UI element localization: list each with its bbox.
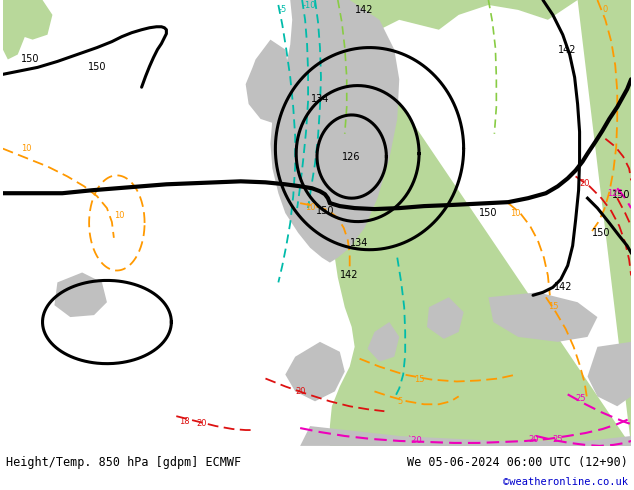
Polygon shape — [55, 272, 107, 317]
Text: 20: 20 — [295, 388, 306, 396]
Text: 25: 25 — [553, 435, 564, 444]
Text: 20: 20 — [579, 179, 590, 188]
Text: 0: 0 — [602, 5, 607, 14]
Text: 10: 10 — [114, 211, 124, 220]
Text: `20: `20 — [407, 436, 422, 445]
Text: -10: -10 — [302, 1, 316, 10]
Text: 126: 126 — [342, 151, 361, 162]
Text: 150: 150 — [592, 228, 611, 238]
Text: 150: 150 — [612, 190, 631, 200]
Text: 134: 134 — [311, 94, 329, 104]
Text: 134: 134 — [351, 238, 369, 248]
Polygon shape — [300, 426, 631, 446]
Text: ©weatheronline.co.uk: ©weatheronline.co.uk — [503, 477, 628, 487]
Polygon shape — [588, 342, 631, 406]
Text: 142: 142 — [355, 5, 374, 15]
Text: 15: 15 — [548, 302, 559, 311]
Text: 150: 150 — [22, 54, 40, 65]
Polygon shape — [330, 0, 631, 446]
Text: Height/Temp. 850 hPa [gdpm] ECMWF: Height/Temp. 850 hPa [gdpm] ECMWF — [6, 456, 242, 469]
Text: 142: 142 — [340, 270, 359, 280]
Text: 150: 150 — [479, 208, 498, 218]
Text: 150: 150 — [316, 206, 334, 216]
Text: 10: 10 — [510, 209, 521, 218]
Text: 20: 20 — [196, 419, 207, 428]
Text: 10: 10 — [21, 144, 31, 152]
Text: 125: 125 — [607, 189, 623, 198]
Polygon shape — [427, 297, 463, 339]
Polygon shape — [3, 0, 28, 59]
Polygon shape — [368, 322, 399, 362]
Text: 142: 142 — [559, 45, 577, 54]
Text: 142: 142 — [553, 282, 572, 293]
Polygon shape — [285, 342, 345, 401]
Text: 20: 20 — [528, 435, 538, 444]
Polygon shape — [488, 293, 597, 342]
Polygon shape — [271, 0, 399, 263]
Polygon shape — [3, 0, 53, 40]
Text: 25: 25 — [576, 394, 586, 403]
Text: -5: -5 — [278, 5, 287, 14]
Text: 15: 15 — [414, 375, 425, 385]
Text: 18: 18 — [179, 417, 190, 426]
Text: 10: 10 — [305, 203, 316, 212]
Text: We 05-06-2024 06:00 UTC (12+90): We 05-06-2024 06:00 UTC (12+90) — [407, 456, 628, 469]
Text: 5: 5 — [398, 397, 403, 406]
Text: 150: 150 — [87, 62, 107, 73]
Polygon shape — [245, 40, 290, 124]
